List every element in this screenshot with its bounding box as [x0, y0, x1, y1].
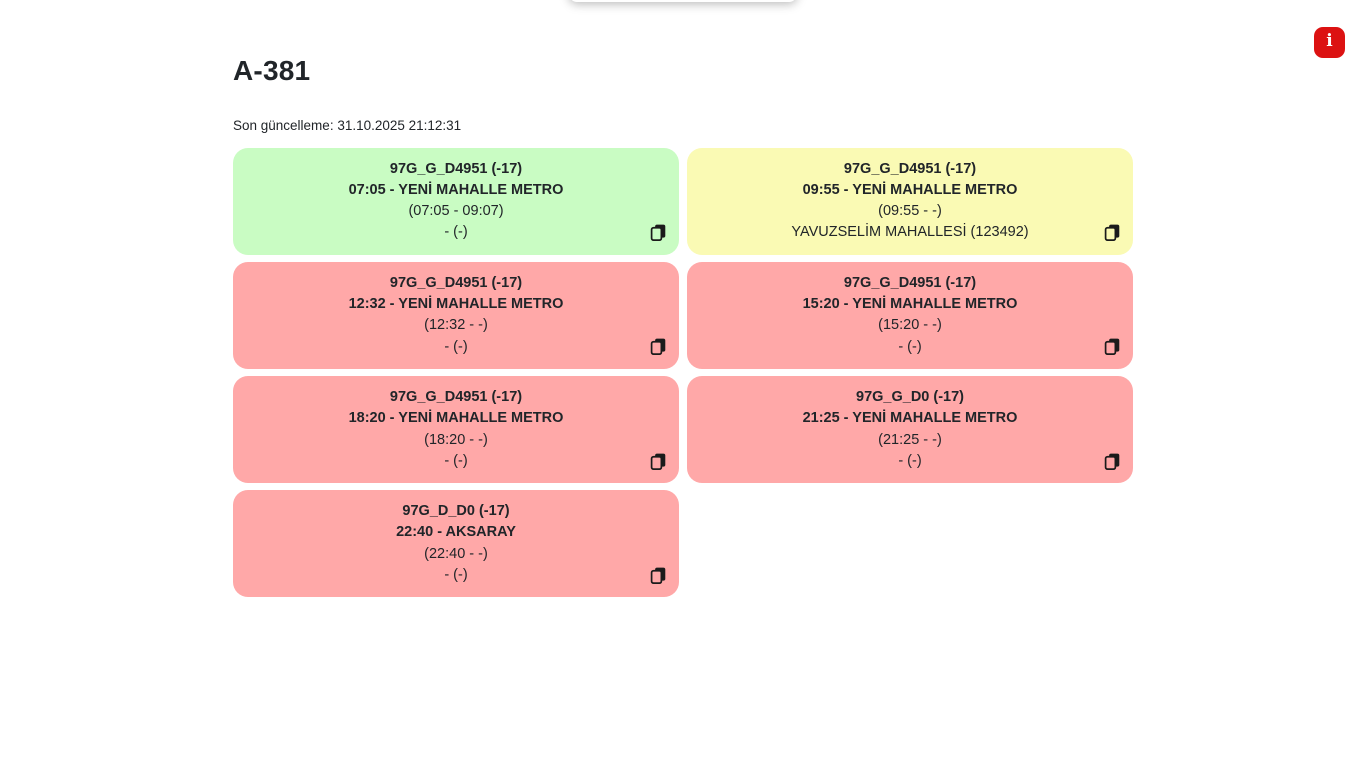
copy-button[interactable]: [649, 452, 667, 470]
trip-time-destination: 18:20 - YENİ MAHALLE METRO: [348, 410, 564, 427]
trip-time-destination: 12:32 - YENİ MAHALLE METRO: [348, 296, 564, 313]
trip-vehicle-code: 97G_G_D4951 (-17): [389, 274, 523, 291]
top-toast-shadow: [569, 0, 797, 2]
trip-actual-times: (12:32 - -): [424, 317, 488, 334]
trip-actual-times: (21:25 - -): [878, 431, 942, 448]
trip-vehicle-code: 97G_D_D0 (-17): [402, 503, 510, 520]
trip-location: YAVUZSELİM MAHALLESİ (123492): [791, 224, 1029, 241]
trip-location: - (-): [898, 452, 922, 469]
trip-location: - (-): [444, 338, 468, 355]
trip-card: 97G_G_D4951 (-17) 12:32 - YENİ MAHALLE M…: [233, 261, 679, 369]
last-update-text: Son güncelleme: 31.10.2025 21:12:31: [233, 117, 462, 133]
trip-time-destination: 07:05 - YENİ MAHALLE METRO: [348, 181, 564, 198]
trip-vehicle-code: 97G_G_D4951 (-17): [843, 160, 977, 177]
trip-card: 97G_G_D0 (-17) 21:25 - YENİ MAHALLE METR…: [687, 375, 1133, 484]
trip-actual-times: (22:40 - -): [424, 545, 488, 562]
trip-actual-times: (18:20 - -): [424, 431, 488, 448]
info-button[interactable]: i: [1314, 27, 1345, 58]
trip-location: - (-): [898, 338, 922, 355]
trip-location: - (-): [444, 567, 468, 584]
trip-card: 97G_G_D4951 (-17) 09:55 - YENİ MAHALLE M…: [687, 147, 1133, 255]
copy-icon: [650, 453, 665, 470]
copy-icon: [650, 224, 665, 242]
trip-location: - (-): [444, 452, 468, 469]
main-content: A-381 Son güncelleme: 31.10.2025 21:12:3…: [233, 0, 1133, 598]
copy-button[interactable]: [649, 566, 667, 584]
trip-vehicle-code: 97G_G_D0 (-17): [856, 388, 964, 405]
copy-button[interactable]: [1103, 224, 1121, 242]
copy-icon: [1104, 224, 1119, 242]
trip-actual-times: (09:55 - -): [878, 203, 942, 220]
copy-icon: [1104, 339, 1119, 356]
trip-location: - (-): [444, 224, 468, 241]
copy-button[interactable]: [649, 338, 667, 356]
trip-actual-times: (15:20 - -): [878, 317, 942, 334]
copy-icon: [1104, 453, 1119, 470]
trip-time-destination: 15:20 - YENİ MAHALLE METRO: [802, 296, 1018, 313]
copy-button[interactable]: [1103, 338, 1121, 356]
trip-card-grid: 97G_G_D4951 (-17) 07:05 - YENİ MAHALLE M…: [233, 147, 1133, 598]
copy-button[interactable]: [649, 224, 667, 242]
copy-button[interactable]: [1103, 452, 1121, 470]
copy-icon: [650, 567, 665, 584]
trip-card: 97G_D_D0 (-17) 22:40 - AKSARAY (22:40 - …: [233, 490, 679, 598]
trip-card: 97G_G_D4951 (-17) 07:05 - YENİ MAHALLE M…: [233, 147, 679, 255]
copy-icon: [650, 339, 665, 356]
trip-time-destination: 09:55 - YENİ MAHALLE METRO: [802, 181, 1018, 198]
trip-time-destination: 22:40 - AKSARAY: [396, 524, 516, 541]
trip-time-destination: 21:25 - YENİ MAHALLE METRO: [802, 410, 1018, 427]
trip-actual-times: (07:05 - 09:07): [408, 203, 504, 220]
trip-vehicle-code: 97G_G_D4951 (-17): [843, 274, 977, 291]
trip-card: 97G_G_D4951 (-17) 18:20 - YENİ MAHALLE M…: [233, 375, 679, 484]
trip-vehicle-code: 97G_G_D4951 (-17): [389, 160, 523, 177]
trip-vehicle-code: 97G_G_D4951 (-17): [389, 388, 523, 405]
trip-card: 97G_G_D4951 (-17) 15:20 - YENİ MAHALLE M…: [687, 261, 1133, 369]
page-title: A-381: [233, 55, 311, 86]
